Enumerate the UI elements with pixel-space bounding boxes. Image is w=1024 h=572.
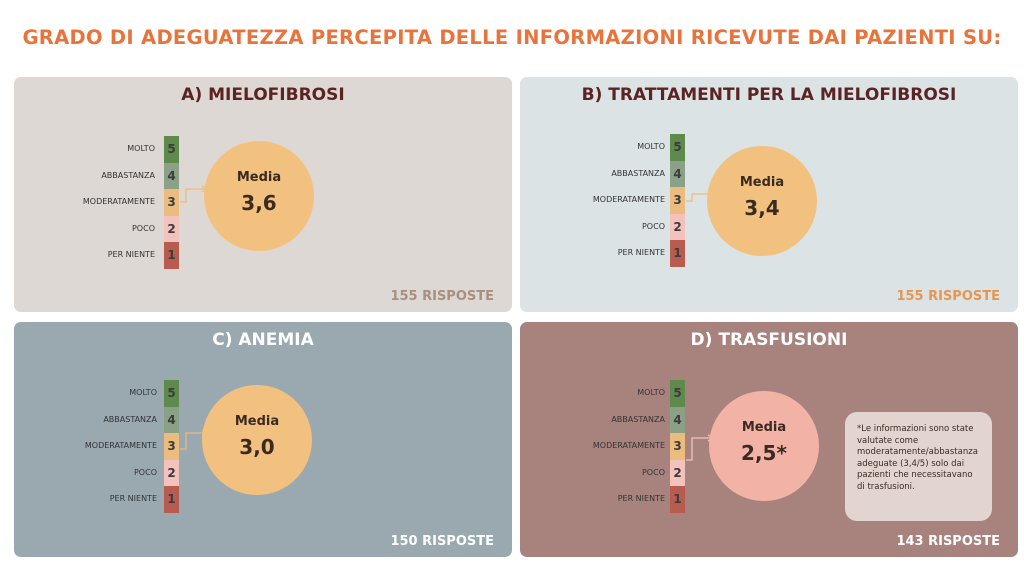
- scale-box-3: 3: [164, 189, 179, 216]
- scale-box-4: 4: [164, 162, 179, 189]
- media-circle: Media 2,5*: [709, 391, 819, 501]
- scale-label: PER NIENTE: [107, 250, 155, 259]
- scale-label: PER NIENTE: [617, 248, 665, 257]
- media-value: 3,0: [239, 435, 275, 459]
- panel-trattamenti: B) TRATTAMENTI PER LA MIELOFIBROSI MOLTO…: [520, 77, 1018, 312]
- scale-box-1: 1: [670, 240, 685, 267]
- scale-row-1: PER NIENTE 1: [14, 486, 179, 513]
- scale-box-5: 5: [670, 134, 685, 161]
- panel-mielofibrosi: A) MIELOFIBROSI MOLTO 5 ABBASTANZA 4 MODER…: [14, 77, 512, 312]
- scale-box-4: 4: [670, 406, 685, 433]
- scale-label: MOLTO: [637, 142, 665, 151]
- responses-count: 155 RISPOSTE: [896, 289, 1000, 304]
- scale-row-4: ABBASTANZA 4: [14, 406, 179, 433]
- scale-row-4: ABBASTANZA 4: [520, 406, 685, 433]
- rating-scale: MOLTO 5 ABBASTANZA 4 MODERATAMENTE 3 POCO 2 …: [520, 134, 685, 267]
- rating-scale: MOLTO 5 ABBASTANZA 4 MODERATAMENTE 3 POCO 2 …: [520, 380, 685, 513]
- scale-label: ABBASTANZA: [103, 414, 157, 424]
- panel-title: B) TRATTAMENTI PER LA MIELOFIBROSI: [581, 85, 957, 105]
- scale-row-5: MOLTO 5: [520, 380, 685, 407]
- scale-label: PER NIENTE: [617, 494, 665, 503]
- panel-anemia: C) ANEMIA MOLTO 5 ABBASTANZA 4 MODERATAMEN…: [14, 322, 512, 557]
- panel-title: A) MIELOFIBROSI: [181, 85, 345, 105]
- media-label: Media: [234, 414, 280, 429]
- scale-row-1: PER NIENTE 1: [520, 240, 685, 267]
- scale-row-3: MODERATAMENTE 3: [520, 433, 685, 460]
- scale-label: PER NIENTE: [109, 494, 157, 503]
- scale-label: MOLTO: [127, 144, 155, 153]
- scale-row-3: MODERATAMENTE 3: [14, 189, 179, 216]
- scale-row-4: ABBASTANZA 4: [520, 160, 685, 187]
- scale-label: ABBASTANZA: [101, 170, 155, 180]
- scale-box-4: 4: [164, 406, 179, 433]
- media-label: Media: [236, 170, 282, 185]
- scale-row-2: POCO 2: [14, 215, 179, 242]
- scale-row-1: PER NIENTE 1: [14, 242, 179, 269]
- media-circle: Media 3,0: [202, 385, 312, 495]
- media-circle: Media 3,6: [204, 141, 314, 251]
- scale-label: POCO: [133, 467, 157, 477]
- responses-count: 143 RISPOSTE: [896, 534, 1000, 549]
- scale-row-5: MOLTO 5: [14, 136, 179, 163]
- media-value: 3,6: [241, 191, 277, 215]
- scale-box-1: 1: [670, 486, 685, 513]
- scale-row-2: POCO 2: [14, 459, 179, 486]
- scale-label: ABBASTANZA: [611, 168, 665, 178]
- scale-row-2: POCO 2: [520, 213, 685, 240]
- rating-scale: MOLTO 5 ABBASTANZA 4 MODERATAMENTE 3 POCO 2 …: [14, 136, 179, 269]
- scale-box-3: 3: [670, 433, 685, 460]
- scale-label: MODERATAMENTE: [82, 197, 155, 206]
- scale-box-5: 5: [670, 380, 685, 407]
- scale-box-5: 5: [164, 136, 179, 163]
- media-label: Media: [739, 175, 785, 190]
- scale-label: MOLTO: [637, 388, 665, 397]
- responses-count: 155 RISPOSTE: [390, 289, 494, 304]
- scale-box-2: 2: [670, 213, 685, 240]
- scale-label: MODERATAMENTE: [84, 441, 157, 450]
- scale-row-1: PER NIENTE 1: [520, 486, 685, 513]
- footnote-box: *Le informazioni sono state valutate com…: [845, 412, 992, 521]
- media-circle: Media 3,4: [707, 146, 817, 256]
- scale-row-4: ABBASTANZA 4: [14, 162, 179, 189]
- scale-row-3: MODERATAMENTE 3: [14, 433, 179, 460]
- media-label: Media: [741, 420, 787, 435]
- scale-label: POCO: [641, 221, 665, 231]
- scale-box-4: 4: [670, 160, 685, 187]
- scale-label: ABBASTANZA: [611, 414, 665, 424]
- scale-label: MOLTO: [129, 388, 157, 397]
- scale-box-2: 2: [670, 459, 685, 486]
- panel-title: C) ANEMIA: [212, 330, 314, 350]
- scale-box-3: 3: [164, 433, 179, 460]
- panel-title: D) TRASFUSIONI: [690, 330, 848, 350]
- scale-box-2: 2: [164, 459, 179, 486]
- scale-row-3: MODERATAMENTE 3: [520, 187, 685, 214]
- media-value: 3,4: [744, 196, 780, 220]
- scale-row-5: MOLTO 5: [520, 134, 685, 161]
- scale-label: POCO: [131, 223, 155, 233]
- scale-row-5: MOLTO 5: [14, 380, 179, 407]
- media-value: 2,5*: [741, 441, 787, 465]
- scale-box-2: 2: [164, 215, 179, 242]
- scale-label: MODERATAMENTE: [592, 441, 665, 450]
- scale-box-1: 1: [164, 486, 179, 513]
- scale-box-3: 3: [670, 187, 685, 214]
- panel-trasfusioni: D) TRASFUSIONI MOLTO 5 ABBASTANZA 4 MODERA…: [520, 322, 1018, 557]
- page-title: GRADO DI ADEGUATEZZA PERCEPITA DELLE INF…: [22, 26, 1002, 49]
- scale-label: MODERATAMENTE: [592, 195, 665, 204]
- scale-label: POCO: [641, 467, 665, 477]
- responses-count: 150 RISPOSTE: [390, 534, 494, 549]
- rating-scale: MOLTO 5 ABBASTANZA 4 MODERATAMENTE 3 POCO 2 …: [14, 380, 179, 513]
- scale-box-1: 1: [164, 242, 179, 269]
- scale-row-2: POCO 2: [520, 459, 685, 486]
- scale-box-5: 5: [164, 380, 179, 407]
